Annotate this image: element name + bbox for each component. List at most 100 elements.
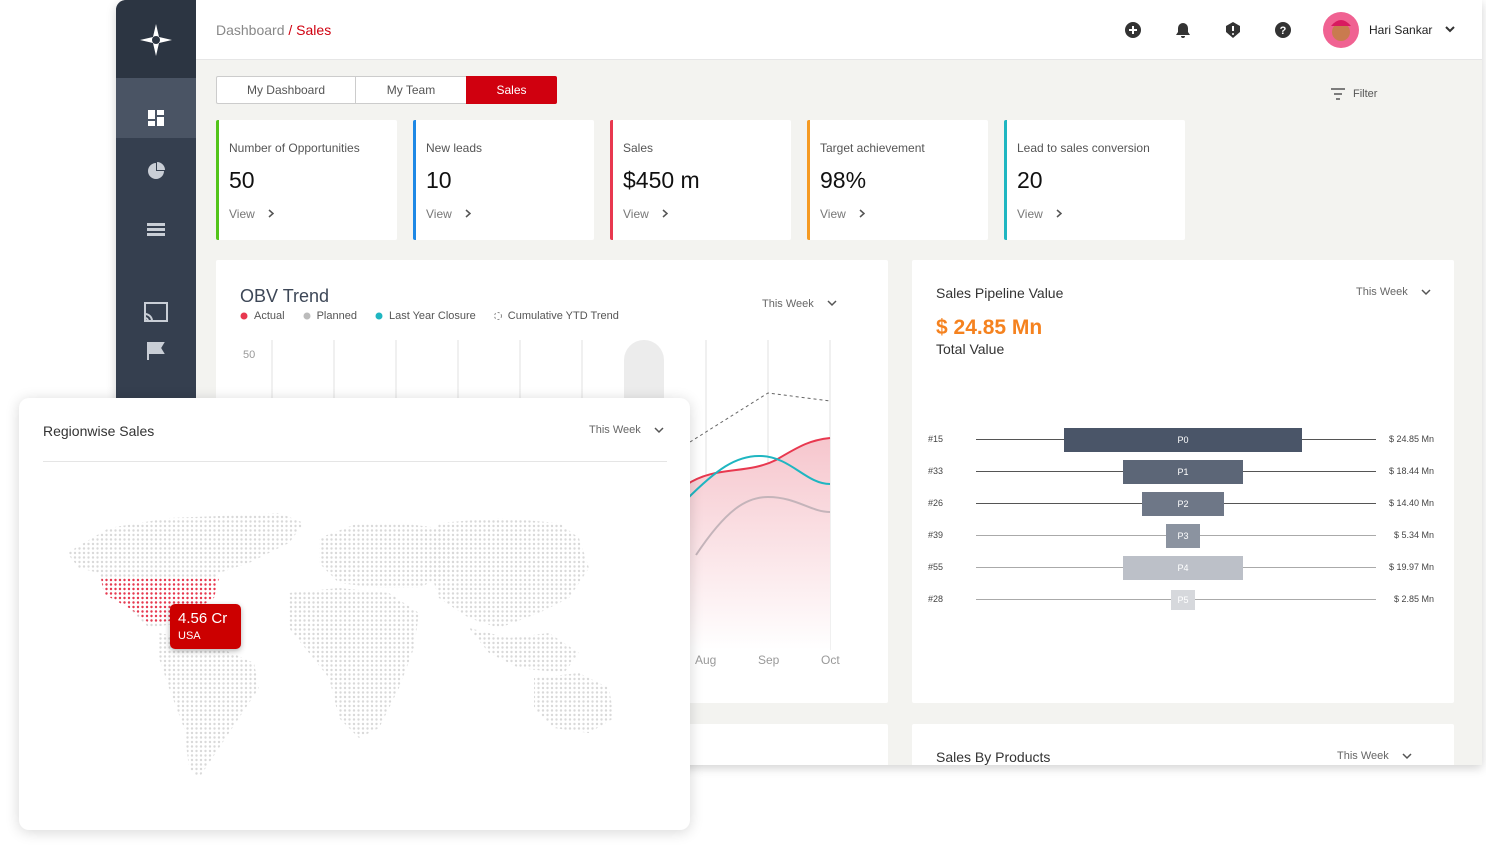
link-chevron[interactable] [859, 209, 865, 218]
top-bar: Dashboard / Sales ? Hari Sankar [196, 0, 1482, 60]
x-tick-label: Oct [821, 653, 840, 667]
tooltip-value: 4.56 Cr [178, 610, 228, 627]
stage-bar: P2 [1142, 492, 1224, 516]
stage-bar: P5 [1171, 590, 1195, 610]
pipeline-title: Sales Pipeline Value [936, 285, 1064, 301]
region-card: Regionwise Sales This Week 4.56 Cr USA [19, 398, 690, 830]
kpi-link[interactable]: View [1017, 207, 1043, 221]
chevron[interactable] [1402, 753, 1412, 760]
kpi-value: 20 [1017, 167, 1043, 193]
obv-title: OBV Trend [240, 286, 330, 306]
map-tooltip: 4.56 Cr USA [170, 604, 241, 649]
chevron[interactable] [1421, 289, 1431, 296]
nav-list-icon[interactable] [147, 222, 165, 238]
filter-icon[interactable] [1331, 88, 1345, 100]
pipeline-row: #39 P3 $ 5.34 Mn [912, 524, 1454, 548]
nav-chart-icon[interactable] [147, 162, 165, 180]
svg-text:?: ? [1280, 25, 1287, 37]
link-chevron[interactable] [465, 209, 471, 218]
kpi-label: New leads [426, 141, 483, 155]
pipeline-row: #55 P4 $ 19.97 Mn [912, 556, 1454, 580]
kpi-label: Target achievement [820, 141, 925, 155]
legend-dot [493, 312, 502, 320]
breadcrumb-parent[interactable]: Dashboard [216, 22, 285, 38]
kpi-link[interactable]: View [820, 207, 846, 221]
tooltip-region: USA [178, 630, 201, 642]
chevron[interactable] [827, 300, 837, 307]
products-title: Sales By Products [936, 749, 1051, 765]
row-id: #33 [928, 466, 944, 476]
legend-label: Actual [254, 310, 285, 322]
kpi-value: 98% [820, 167, 867, 193]
pipeline-card: Sales Pipeline Value This Week $ 24.85 M… [912, 260, 1454, 703]
row-value: $ 5.34 Mn [1393, 530, 1434, 540]
pipeline-row: #15 P0 $ 24.85 Mn [912, 428, 1454, 452]
nav-flag-icon[interactable] [147, 342, 165, 360]
user-menu-chevron[interactable] [1445, 26, 1455, 34]
kpi-link[interactable]: View [229, 207, 255, 221]
link-chevron[interactable] [268, 209, 274, 218]
filter-button[interactable]: Filter [1353, 88, 1378, 100]
stage-bar: P1 [1123, 460, 1243, 484]
row-value: $ 19.97 Mn [1388, 562, 1434, 572]
stage-bar: P4 [1123, 556, 1243, 580]
period-select[interactable]: This Week [762, 298, 814, 310]
kpi-label: Lead to sales conversion [1017, 141, 1150, 155]
logo-icon [140, 24, 172, 56]
stage-bar: P0 [1064, 428, 1302, 452]
row-id: #26 [928, 498, 944, 508]
row-id: #39 [928, 530, 944, 540]
legend-dot [375, 312, 383, 320]
header-icons[interactable]: ? [1124, 21, 1304, 39]
kpi-card: Number of Opportunities 50 View [216, 120, 397, 240]
dashboard-icon [148, 110, 164, 126]
sidebar [116, 0, 196, 765]
stage-bar: P3 [1166, 524, 1200, 548]
period-select[interactable]: This Week [1337, 750, 1389, 762]
pipeline-total: $ 24.85 Mn [936, 316, 1043, 339]
region-title: Regionwise Sales [43, 423, 155, 439]
tab[interactable]: My Dashboard [216, 76, 356, 104]
row-id: #55 [928, 562, 944, 572]
kpi-card: New leads 10 View [413, 120, 594, 240]
legend-label: Last Year Closure [388, 310, 476, 322]
row-value: $ 24.85 Mn [1388, 434, 1434, 444]
legend-label: Cumulative YTD Trend [507, 310, 619, 322]
x-tick-label: Sep [758, 653, 780, 667]
kpi-link[interactable]: View [426, 207, 452, 221]
legend-dot [240, 312, 248, 320]
world-map [67, 513, 614, 778]
tab[interactable]: My Team [355, 76, 467, 104]
row-id: #15 [928, 434, 944, 444]
user-name[interactable]: Hari Sankar [1369, 23, 1433, 37]
obv-legend: Actual Planned Last Year Closure Cumulat… [240, 310, 619, 322]
pipeline-row: #33 P1 $ 18.44 Mn [912, 460, 1454, 484]
avatar[interactable] [1323, 12, 1359, 48]
logo[interactable] [116, 0, 196, 78]
breadcrumb-current: / Sales [288, 22, 332, 38]
kpi-card: Sales $450 m View [610, 120, 791, 240]
products-card: Sales By Products This Week [912, 724, 1454, 765]
row-value: $ 14.40 Mn [1388, 498, 1434, 508]
period-select[interactable]: This Week [589, 424, 641, 436]
row-value: $ 2.85 Mn [1393, 594, 1434, 604]
y-tick-label: 50 [243, 349, 256, 361]
nav-cast-icon[interactable] [144, 302, 168, 322]
chevron[interactable] [654, 427, 664, 434]
kpi-value: 10 [426, 167, 452, 193]
kpi-link[interactable]: View [623, 207, 649, 221]
tab-active[interactable]: Sales [466, 76, 557, 104]
pipeline-row: #28 P5 $ 2.85 Mn [912, 588, 1454, 612]
kpi-value: 50 [229, 167, 255, 193]
link-chevron[interactable] [1056, 209, 1062, 218]
nav-active[interactable] [116, 78, 196, 138]
breadcrumb: Dashboard / Sales [216, 22, 331, 38]
link-chevron[interactable] [662, 209, 668, 218]
kpi-card: Target achievement 98% View [807, 120, 988, 240]
pipeline-row: #26 P2 $ 14.40 Mn [912, 492, 1454, 516]
legend-dot [303, 312, 311, 320]
divider [43, 461, 667, 462]
row-value: $ 18.44 Mn [1388, 466, 1434, 476]
period-select[interactable]: This Week [1356, 286, 1408, 298]
